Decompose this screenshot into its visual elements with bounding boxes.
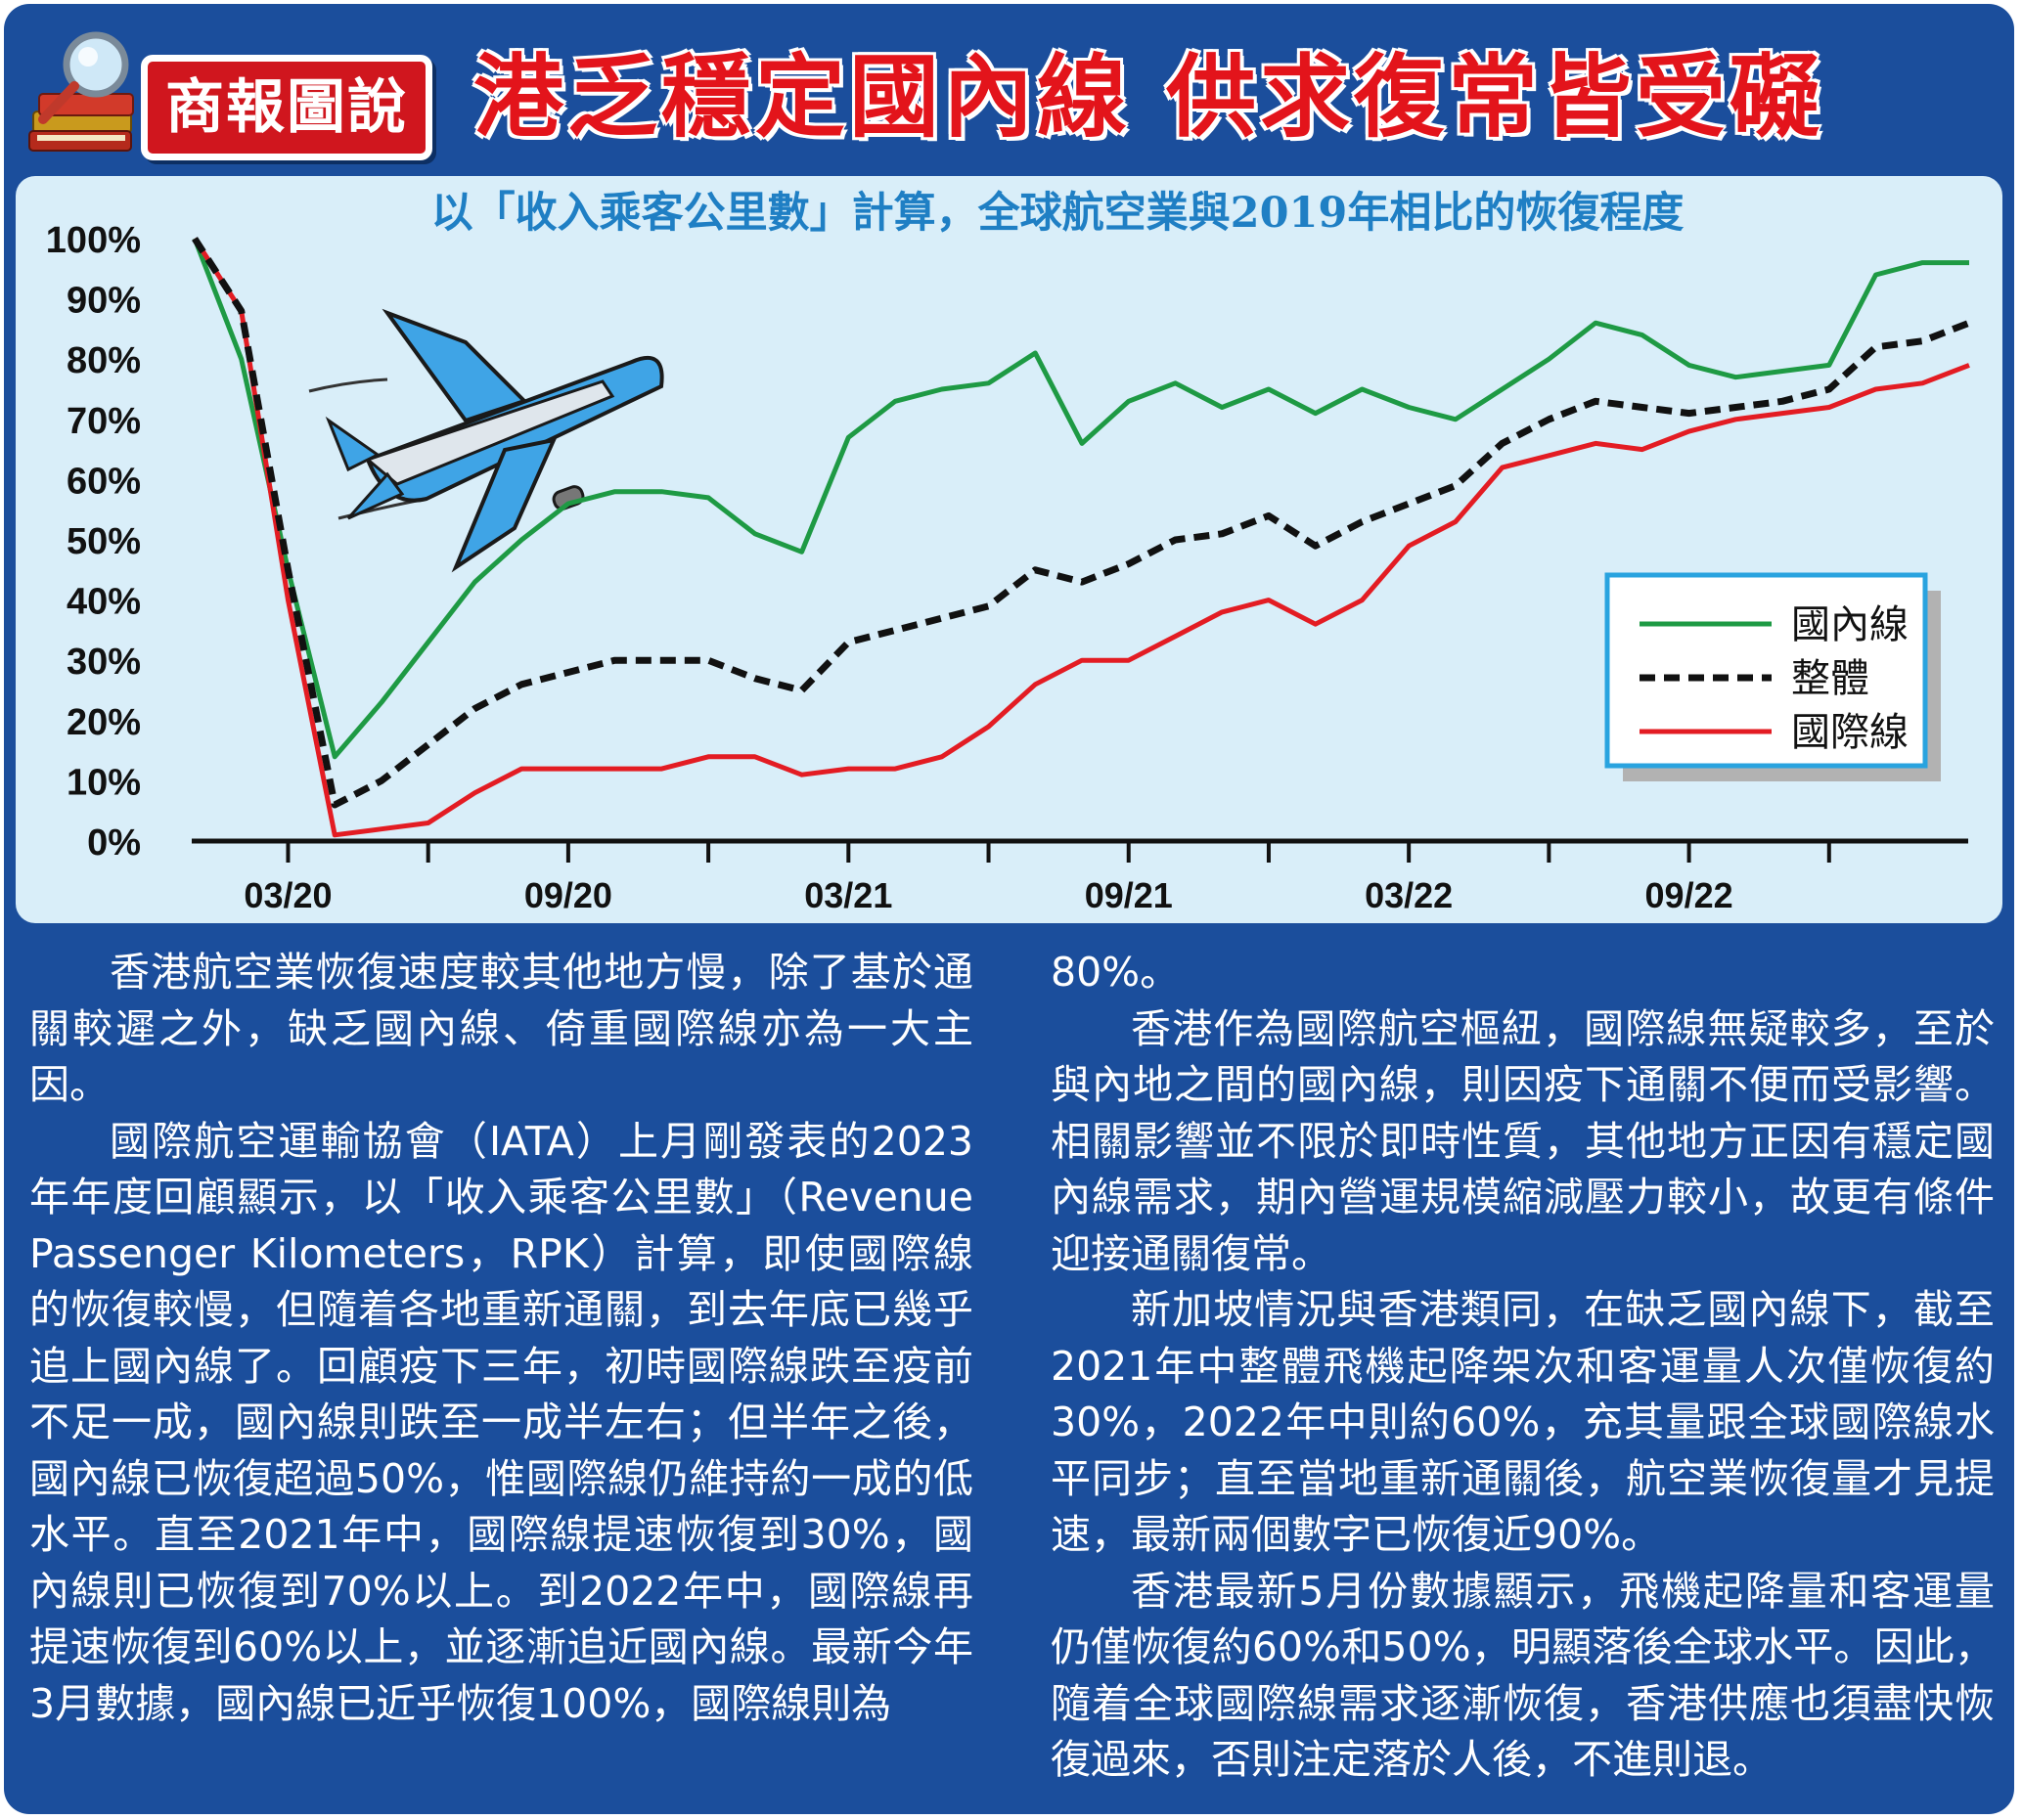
chart-panel: 以「收入乘客公里數」計算，全球航空業與2019年相比的恢復程度 100% 90% 8… bbox=[16, 176, 2002, 923]
header: 商報圖說 港乏穩定國內線 供求復常皆受礙 bbox=[4, 4, 2014, 175]
article-paragraph-continued: 80%。 bbox=[1051, 949, 1181, 996]
y-tick-label: 50% bbox=[67, 521, 141, 562]
series-line-overall bbox=[192, 237, 1971, 809]
legend-label: 國際線 bbox=[1791, 710, 1909, 755]
series-line-international bbox=[192, 237, 1970, 838]
legend-label: 國內線 bbox=[1791, 602, 1909, 647]
article-paragraph: 國際航空運輸協會（IATA）上月剛發表的2023年年度回顧顯示，以「收入乘客公里… bbox=[29, 1117, 974, 1727]
article-right-column: 80%。 香港作為國際航空樞紐，國際線無疑較多，至於與內地之間的國內線，則因疫下… bbox=[1051, 945, 1995, 1789]
x-tick-label: 03/22 bbox=[1365, 875, 1453, 915]
series-line-domestic bbox=[192, 238, 1969, 760]
y-tick-label: 100% bbox=[46, 220, 141, 261]
book-magnifier-icon bbox=[28, 31, 134, 152]
article-paragraph: 香港航空業恢復速度較其他地方慢，除了基於通關較遲之外，缺乏國內線、倚重國際線亦為… bbox=[29, 949, 973, 1108]
y-tick-label: 40% bbox=[67, 582, 141, 623]
y-tick-label: 70% bbox=[67, 401, 141, 442]
x-tick-label: 09/21 bbox=[1085, 875, 1173, 915]
y-tick-label: 30% bbox=[67, 642, 141, 683]
y-tick-label: 60% bbox=[67, 461, 141, 502]
legend-label: 整體 bbox=[1791, 656, 1869, 701]
series-layer bbox=[192, 237, 1971, 838]
chart-title: 以「收入乘客公里數」計算，全球航空業與2019年相比的恢復程度 bbox=[431, 189, 1685, 238]
y-axis: 100% 90% 80% 70% 60% 50% 40% 30% 20% 10% 0% bbox=[46, 220, 141, 864]
headline: 港乏穩定國內線 供求復常皆受礙 bbox=[472, 44, 1824, 152]
article-paragraph: 香港最新5月份數據顯示，飛機起降量和客運量仍僅恢復約60%和50%，明顯落後全球… bbox=[1051, 1567, 1995, 1784]
article-left-column: 香港航空業恢復速度較其他地方慢，除了基於通關較遲之外，缺乏國內線、倚重國際線亦為… bbox=[29, 945, 973, 1732]
line-chart: 以「收入乘客公里數」計算，全球航空業與2019年相比的恢復程度 100% 90% 8… bbox=[46, 189, 1971, 915]
x-axis: 03/20 09/20 03/21 09/21 03/22 09/22 bbox=[192, 838, 1968, 915]
x-tick-label: 09/20 bbox=[524, 875, 612, 915]
y-tick-label: 90% bbox=[67, 281, 141, 322]
y-tick-label: 80% bbox=[67, 340, 141, 381]
airplane-illustration bbox=[308, 308, 664, 573]
article-paragraph: 新加坡情況與香港類同，在缺乏國內線下，截至2021年中整體飛機起降架次和客運量人… bbox=[1051, 1286, 1995, 1558]
y-tick-label: 20% bbox=[67, 702, 141, 743]
article-paragraph: 香港作為國際航空樞紐，國際線無疑較多，至於與內地之間的國內線，則因疫下通關不便而… bbox=[1051, 1004, 1995, 1277]
x-tick-label: 03/20 bbox=[244, 875, 332, 915]
x-tick-label: 03/21 bbox=[804, 875, 892, 915]
x-tick-label: 09/22 bbox=[1645, 875, 1733, 915]
y-tick-label: 0% bbox=[87, 822, 141, 864]
y-tick-label: 10% bbox=[67, 762, 141, 803]
brand-badge: 商報圖說 bbox=[141, 55, 432, 160]
infographic-frame: 商報圖說 港乏穩定國內線 供求復常皆受礙 以「收入乘客公里數」計算，全球航空業與… bbox=[4, 4, 2014, 1814]
